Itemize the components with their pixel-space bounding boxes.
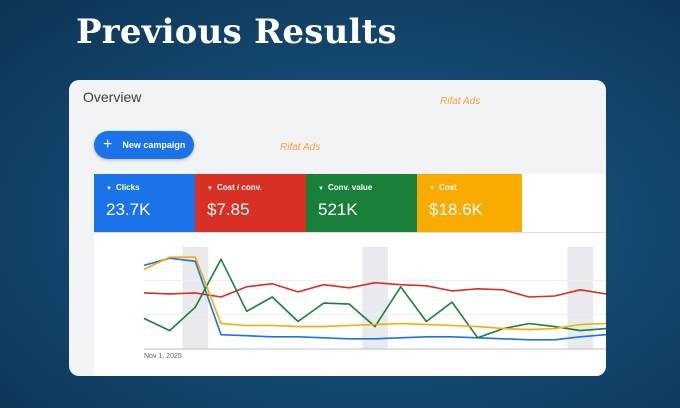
metric-card-conv-value[interactable]: ▼ Conv. value 521K bbox=[306, 174, 417, 232]
metric-cards: ▼ Clicks 23.7K ▼ Cost / conv. $7.85 ▼ Conv.… bbox=[94, 174, 606, 232]
performance-chart: Nov 1, 2025 bbox=[94, 232, 606, 376]
overview-heading: Overview bbox=[83, 89, 142, 105]
shaded-band bbox=[567, 247, 594, 349]
metric-value: 23.7K bbox=[106, 200, 151, 219]
watermark-text: Rifat Ads bbox=[280, 142, 321, 153]
metric-label: Conv. value bbox=[327, 183, 373, 192]
page-title: Previous Results bbox=[76, 12, 397, 52]
metric-card-cost[interactable]: ▼ Cost $18.6K bbox=[417, 174, 522, 232]
plus-icon: + bbox=[103, 136, 113, 153]
series-line-0 bbox=[143, 257, 606, 341]
metric-value: 521K bbox=[318, 200, 358, 219]
metric-label: Clicks bbox=[115, 183, 140, 192]
series-line-2 bbox=[143, 258, 606, 339]
dropdown-arrow-icon: ▼ bbox=[207, 186, 213, 192]
watermark-text: Rifat Ads bbox=[440, 96, 481, 107]
new-campaign-label: New campaign bbox=[122, 140, 186, 150]
metric-card-cost-per-conv[interactable]: ▼ Cost / conv. $7.85 bbox=[195, 174, 306, 232]
x-tick-label: Nov 1, 2025 bbox=[144, 353, 182, 360]
series-line-3 bbox=[143, 256, 606, 331]
shaded-band bbox=[362, 247, 388, 349]
metric-label: Cost / conv. bbox=[216, 183, 262, 192]
dropdown-arrow-icon: ▼ bbox=[106, 186, 112, 192]
shaded-band bbox=[182, 247, 209, 349]
dropdown-arrow-icon: ▼ bbox=[429, 186, 435, 192]
overview-card: Overview Rifat Ads Rifat Ads Rifat Ads R… bbox=[69, 80, 606, 376]
dropdown-arrow-icon: ▼ bbox=[318, 186, 324, 192]
series-line-1 bbox=[143, 281, 606, 298]
metric-label: Cost bbox=[438, 183, 457, 192]
metric-card-clicks[interactable]: ▼ Clicks 23.7K bbox=[94, 174, 195, 232]
metric-value: $18.6K bbox=[429, 200, 483, 219]
line-chart bbox=[143, 247, 606, 350]
metric-value: $7.85 bbox=[207, 200, 250, 219]
metric-card-empty[interactable] bbox=[522, 174, 606, 232]
new-campaign-button[interactable]: + New campaign bbox=[94, 131, 194, 159]
